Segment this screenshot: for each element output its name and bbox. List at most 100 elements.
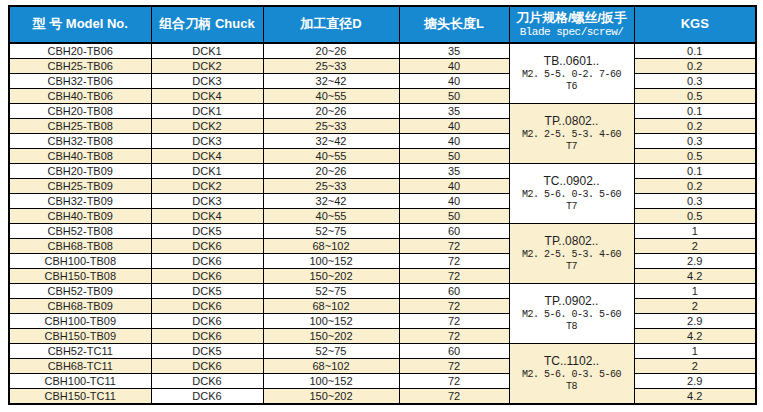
diameter-cell: 150~202 [263, 269, 399, 284]
length-cell: 35 [399, 104, 509, 119]
model-cell: CBH100-TC11 [9, 374, 151, 389]
column-header-blade-spec-main: 刀片规格/螺丝/扳手 [510, 11, 634, 26]
blade-spec-cell: TP..0802..M2. 2-5. 5-3. 4-60T7 [509, 104, 634, 164]
kgs-cell: 1 [634, 344, 756, 359]
spec-line-1: TP..0902.. [510, 294, 634, 309]
diameter-cell: 32~42 [263, 194, 399, 209]
table-row: CBH20-TB09 DCK1 20~26 35 TC..0902..M2. 5… [9, 164, 756, 179]
length-cell: 72 [399, 239, 509, 254]
model-cell: CBH150-TB09 [9, 329, 151, 344]
model-cell: CBH32-TB08 [9, 134, 151, 149]
diameter-cell: 100~152 [263, 314, 399, 329]
table-row: CBH150-TC11 DCK6 150~202 72 4.2 [9, 389, 756, 405]
model-cell: CBH20-TB06 [9, 43, 151, 59]
table-row: CBH52-TB09 DCK5 52~75 60 TP..0902..M2. 5… [9, 284, 756, 299]
chuck-cell: DCK5 [151, 224, 263, 239]
model-cell: CBH68-TB09 [9, 299, 151, 314]
chuck-cell: DCK2 [151, 179, 263, 194]
kgs-cell: 0.5 [634, 89, 756, 104]
kgs-cell: 4.2 [634, 389, 756, 405]
diameter-cell: 40~55 [263, 89, 399, 104]
model-cell: CBH32-TB06 [9, 74, 151, 89]
length-cell: 50 [399, 209, 509, 224]
diameter-cell: 40~55 [263, 149, 399, 164]
spec-line-3: T7 [510, 141, 634, 154]
chuck-cell: DCK1 [151, 43, 263, 59]
length-cell: 72 [399, 269, 509, 284]
column-header-blade-spec-sub: Blade spec/screw/ [510, 26, 634, 39]
chuck-cell: DCK3 [151, 74, 263, 89]
table-row: CBH25-TB06 DCK2 25~33 40 0.2 [9, 59, 756, 74]
spec-line-2: M2. 5-5. 0-2. 7-60 [510, 69, 634, 82]
chuck-cell: DCK6 [151, 239, 263, 254]
chuck-cell: DCK6 [151, 389, 263, 405]
column-header-chuck: 组合刀柄 Chuck [151, 6, 263, 43]
chuck-cell: DCK6 [151, 314, 263, 329]
column-header-kgs: KGS [634, 6, 756, 43]
diameter-cell: 20~26 [263, 43, 399, 59]
blade-spec-cell: TP..0802..M2. 2-5. 5-3. 4-60T7 [509, 224, 634, 284]
table-row: CBH32-TB09 DCK3 32~42 40 0.3 [9, 194, 756, 209]
kgs-cell: 0.1 [634, 104, 756, 119]
spec-line-1: TC..0902.. [510, 174, 634, 189]
model-cell: CBH150-TB08 [9, 269, 151, 284]
length-cell: 60 [399, 284, 509, 299]
diameter-cell: 25~33 [263, 179, 399, 194]
chuck-cell: DCK2 [151, 119, 263, 134]
length-cell: 72 [399, 359, 509, 374]
spec-line-3: T7 [510, 201, 634, 214]
model-cell: CBH40-TB09 [9, 209, 151, 224]
model-cell: CBH25-TB08 [9, 119, 151, 134]
length-cell: 72 [399, 374, 509, 389]
chuck-cell: DCK6 [151, 359, 263, 374]
kgs-cell: 0.3 [634, 134, 756, 149]
spec-line-1: TB..0601.. [510, 54, 634, 69]
blade-spec-cell: TB..0601..M2. 5-5. 0-2. 7-60T6 [509, 43, 634, 104]
spec-line-2: M2. 2-5. 5-3. 4-60 [510, 129, 634, 142]
column-header-length: 搪头长度L [399, 6, 509, 43]
model-cell: CBH68-TB08 [9, 239, 151, 254]
table-row: CBH52-TC11 DCK5 52~75 60 TC..1102..M2. 5… [9, 344, 756, 359]
kgs-cell: 0.5 [634, 149, 756, 164]
table-row: CBH40-TB06 DCK4 40~55 50 0.5 [9, 89, 756, 104]
length-cell: 60 [399, 224, 509, 239]
length-cell: 40 [399, 179, 509, 194]
kgs-cell: 1 [634, 284, 756, 299]
chuck-cell: DCK4 [151, 149, 263, 164]
boring-head-spec-table: 型 号 Model No. 组合刀柄 Chuck 加工直径D 搪头长度L 刀片规… [8, 5, 757, 405]
model-cell: CBH52-TB09 [9, 284, 151, 299]
diameter-cell: 52~75 [263, 284, 399, 299]
diameter-cell: 100~152 [263, 254, 399, 269]
length-cell: 40 [399, 59, 509, 74]
model-cell: CBH52-TB08 [9, 224, 151, 239]
chuck-cell: DCK3 [151, 194, 263, 209]
table-row: CBH25-TB09 DCK2 25~33 40 0.2 [9, 179, 756, 194]
length-cell: 72 [399, 254, 509, 269]
model-cell: CBH20-TB08 [9, 104, 151, 119]
spec-line-1: TC..1102.. [510, 354, 634, 369]
diameter-cell: 68~102 [263, 299, 399, 314]
chuck-cell: DCK6 [151, 329, 263, 344]
length-cell: 40 [399, 194, 509, 209]
length-cell: 50 [399, 89, 509, 104]
length-cell: 35 [399, 43, 509, 59]
table-row: CBH40-TB08 DCK4 40~55 50 0.5 [9, 149, 756, 164]
table-row: CBH32-TB06 DCK3 32~42 40 0.3 [9, 74, 756, 89]
kgs-cell: 2.9 [634, 314, 756, 329]
column-header-model: 型 号 Model No. [9, 6, 151, 43]
kgs-cell: 2.9 [634, 374, 756, 389]
diameter-cell: 52~75 [263, 344, 399, 359]
diameter-cell: 150~202 [263, 329, 399, 344]
diameter-cell: 52~75 [263, 224, 399, 239]
table-row: CBH52-TB08 DCK5 52~75 60 TP..0802..M2. 2… [9, 224, 756, 239]
length-cell: 72 [399, 299, 509, 314]
model-cell: CBH32-TB09 [9, 194, 151, 209]
model-cell: CBH100-TB09 [9, 314, 151, 329]
table-row: CBH100-TB08 DCK6 100~152 72 2.9 [9, 254, 756, 269]
model-cell: CBH100-TB08 [9, 254, 151, 269]
diameter-cell: 100~152 [263, 374, 399, 389]
blade-spec-cell: TP..0902..M2. 5-6. 0-3. 5-60T8 [509, 284, 634, 344]
spec-line-1: TP..0802.. [510, 234, 634, 249]
table-row: CBH20-TB08 DCK1 20~26 35 TP..0802..M2. 2… [9, 104, 756, 119]
chuck-cell: DCK6 [151, 254, 263, 269]
